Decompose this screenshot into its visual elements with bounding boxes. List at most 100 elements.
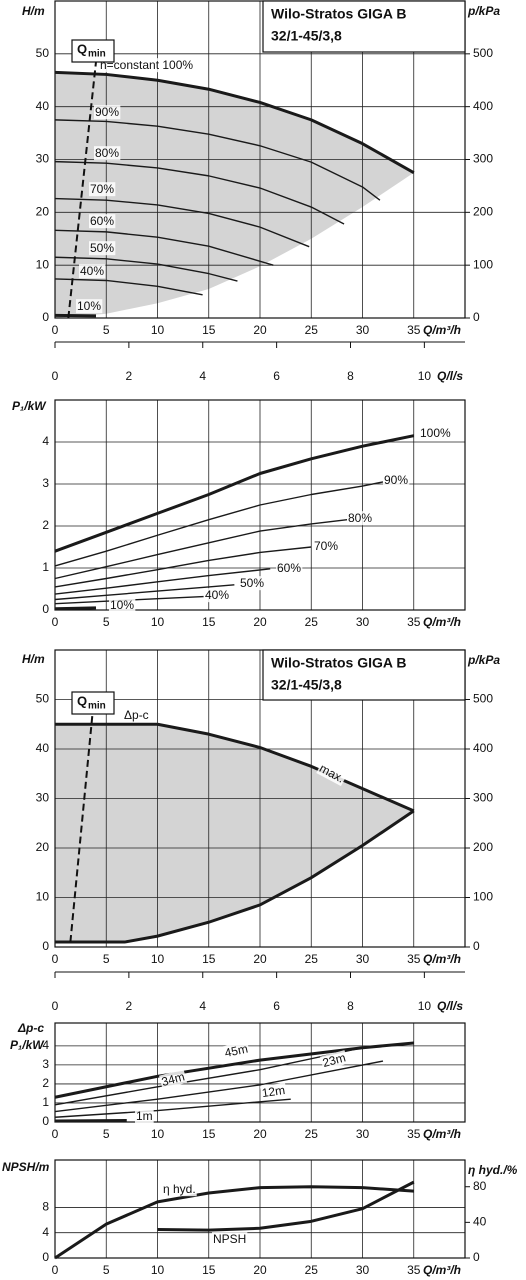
x-tick-label: 20 xyxy=(253,323,267,337)
plot-frame xyxy=(54,1159,466,1259)
curve-label: 45m xyxy=(223,1041,249,1060)
curve-label-bg xyxy=(222,1041,251,1061)
x-tick-label: 15 xyxy=(202,323,216,337)
y-tick-label: 3 xyxy=(42,476,49,490)
x-tick-label: 20 xyxy=(253,1127,267,1141)
x-tick-label: 30 xyxy=(356,323,370,337)
x-tick-label: 0 xyxy=(52,999,59,1013)
x-tick-label: 15 xyxy=(202,952,216,966)
x-tick-label: 4 xyxy=(199,999,206,1013)
x-tick-label: 10 xyxy=(418,369,432,383)
y2-tick-label: 100 xyxy=(473,890,493,904)
curve-label: 1m xyxy=(136,1109,153,1123)
curve-label: 12m xyxy=(261,1083,286,1100)
title-box xyxy=(262,0,466,53)
curve-label: 100% xyxy=(420,426,451,440)
y-tick-label: 0 xyxy=(42,1250,49,1264)
curve xyxy=(54,481,384,567)
curve-label: 50% xyxy=(90,241,114,255)
curve-label: NPSH xyxy=(213,1232,246,1246)
curve-label-bg xyxy=(79,264,106,279)
x-axis-title: Q/l/s xyxy=(437,369,463,383)
chart-title: Wilo-Stratos GIGA B xyxy=(271,6,406,22)
y-tick-label: 1 xyxy=(42,1095,49,1109)
y-tick-label: 1 xyxy=(42,560,49,574)
y-tick-label: 3 xyxy=(42,1057,49,1071)
x-axis-title: Q/m³/h xyxy=(423,323,461,337)
y2-tick-label: 300 xyxy=(473,152,493,166)
y-tick-label: 2 xyxy=(42,518,49,532)
curve-label-bg xyxy=(204,588,231,603)
curve-label-bg xyxy=(259,1082,287,1101)
curve-label-bg xyxy=(162,1182,197,1197)
chart-title: 32/1-45/3,8 xyxy=(271,677,342,693)
qmin-subscript: min xyxy=(88,49,106,60)
plot-frame xyxy=(54,399,466,611)
x-axis-title: Q/m³/h xyxy=(423,1263,461,1277)
x-tick-label: 10 xyxy=(151,615,165,629)
y-axis-title: NPSH/m xyxy=(2,1160,50,1174)
x-tick-label: 25 xyxy=(305,952,319,966)
x-tick-label: 25 xyxy=(305,1263,319,1277)
curve-label: 10% xyxy=(110,598,134,612)
curve xyxy=(54,606,97,611)
plot-frame xyxy=(54,649,466,948)
title-box xyxy=(262,649,466,701)
x-tick-label: 4 xyxy=(199,369,206,383)
x-axis-title: Q/m³/h xyxy=(423,952,461,966)
qmin-line xyxy=(69,709,94,943)
curve-label-bg xyxy=(159,1069,188,1090)
x-tick-label: 25 xyxy=(305,615,319,629)
y2-tick-label: 200 xyxy=(473,840,493,854)
y-tick-label: 40 xyxy=(36,741,50,755)
y-axis-title: P₁/kW xyxy=(10,1038,45,1052)
qmin-line xyxy=(67,61,97,319)
curve xyxy=(54,1185,414,1260)
y-tick-label: 40 xyxy=(36,99,50,113)
y2-tick-label: 80 xyxy=(473,1179,487,1193)
curve xyxy=(54,1118,127,1123)
qmin-box xyxy=(71,691,115,715)
curve-label: n=constant 100% xyxy=(100,58,193,72)
x-tick-label: 15 xyxy=(202,1127,216,1141)
x-tick-label: 30 xyxy=(356,1263,370,1277)
curve-label: 10% xyxy=(77,299,101,313)
curve-label-bg xyxy=(135,1109,154,1124)
curve xyxy=(54,434,415,553)
x-tick-label: 20 xyxy=(253,615,267,629)
x-tick-label: 35 xyxy=(407,952,421,966)
qmin-label: Q xyxy=(77,693,87,708)
y-tick-label: 10 xyxy=(36,890,50,904)
curve-label-bg xyxy=(123,708,150,723)
curve xyxy=(54,546,312,588)
qmin-label: Q xyxy=(77,41,87,56)
curve xyxy=(54,229,274,266)
y-tick-label: 20 xyxy=(36,205,50,219)
x-tick-label: 10 xyxy=(151,1263,165,1277)
x-tick-label: 25 xyxy=(305,1127,319,1141)
x-axis-title: Q/m³/h xyxy=(423,1127,461,1141)
curve xyxy=(54,160,345,225)
y-tick-label: 4 xyxy=(42,1225,49,1239)
curve-label-bg xyxy=(76,299,103,314)
region-boundary xyxy=(55,809,415,944)
y-tick-label: 2 xyxy=(42,1076,49,1090)
y2-tick-label: 0 xyxy=(473,939,480,953)
y-tick-label: 0 xyxy=(42,1114,49,1128)
y2-axis-title: p/kPa xyxy=(467,653,500,667)
y-tick-label: 0 xyxy=(42,310,49,324)
x-tick-label: 15 xyxy=(202,615,216,629)
curve-label: 60% xyxy=(277,561,301,575)
curve xyxy=(54,1047,363,1106)
x-axis-title: Q/l/s xyxy=(437,999,463,1013)
curve-label: 80% xyxy=(95,146,119,160)
x-tick-label: 0 xyxy=(52,615,59,629)
x-tick-label: 35 xyxy=(407,1263,421,1277)
x-tick-label: 5 xyxy=(103,1127,110,1141)
shaded-region xyxy=(55,724,414,943)
curve-label-bg xyxy=(99,58,195,73)
y-tick-label: 50 xyxy=(36,692,50,706)
x-tick-label: 0 xyxy=(52,369,59,383)
